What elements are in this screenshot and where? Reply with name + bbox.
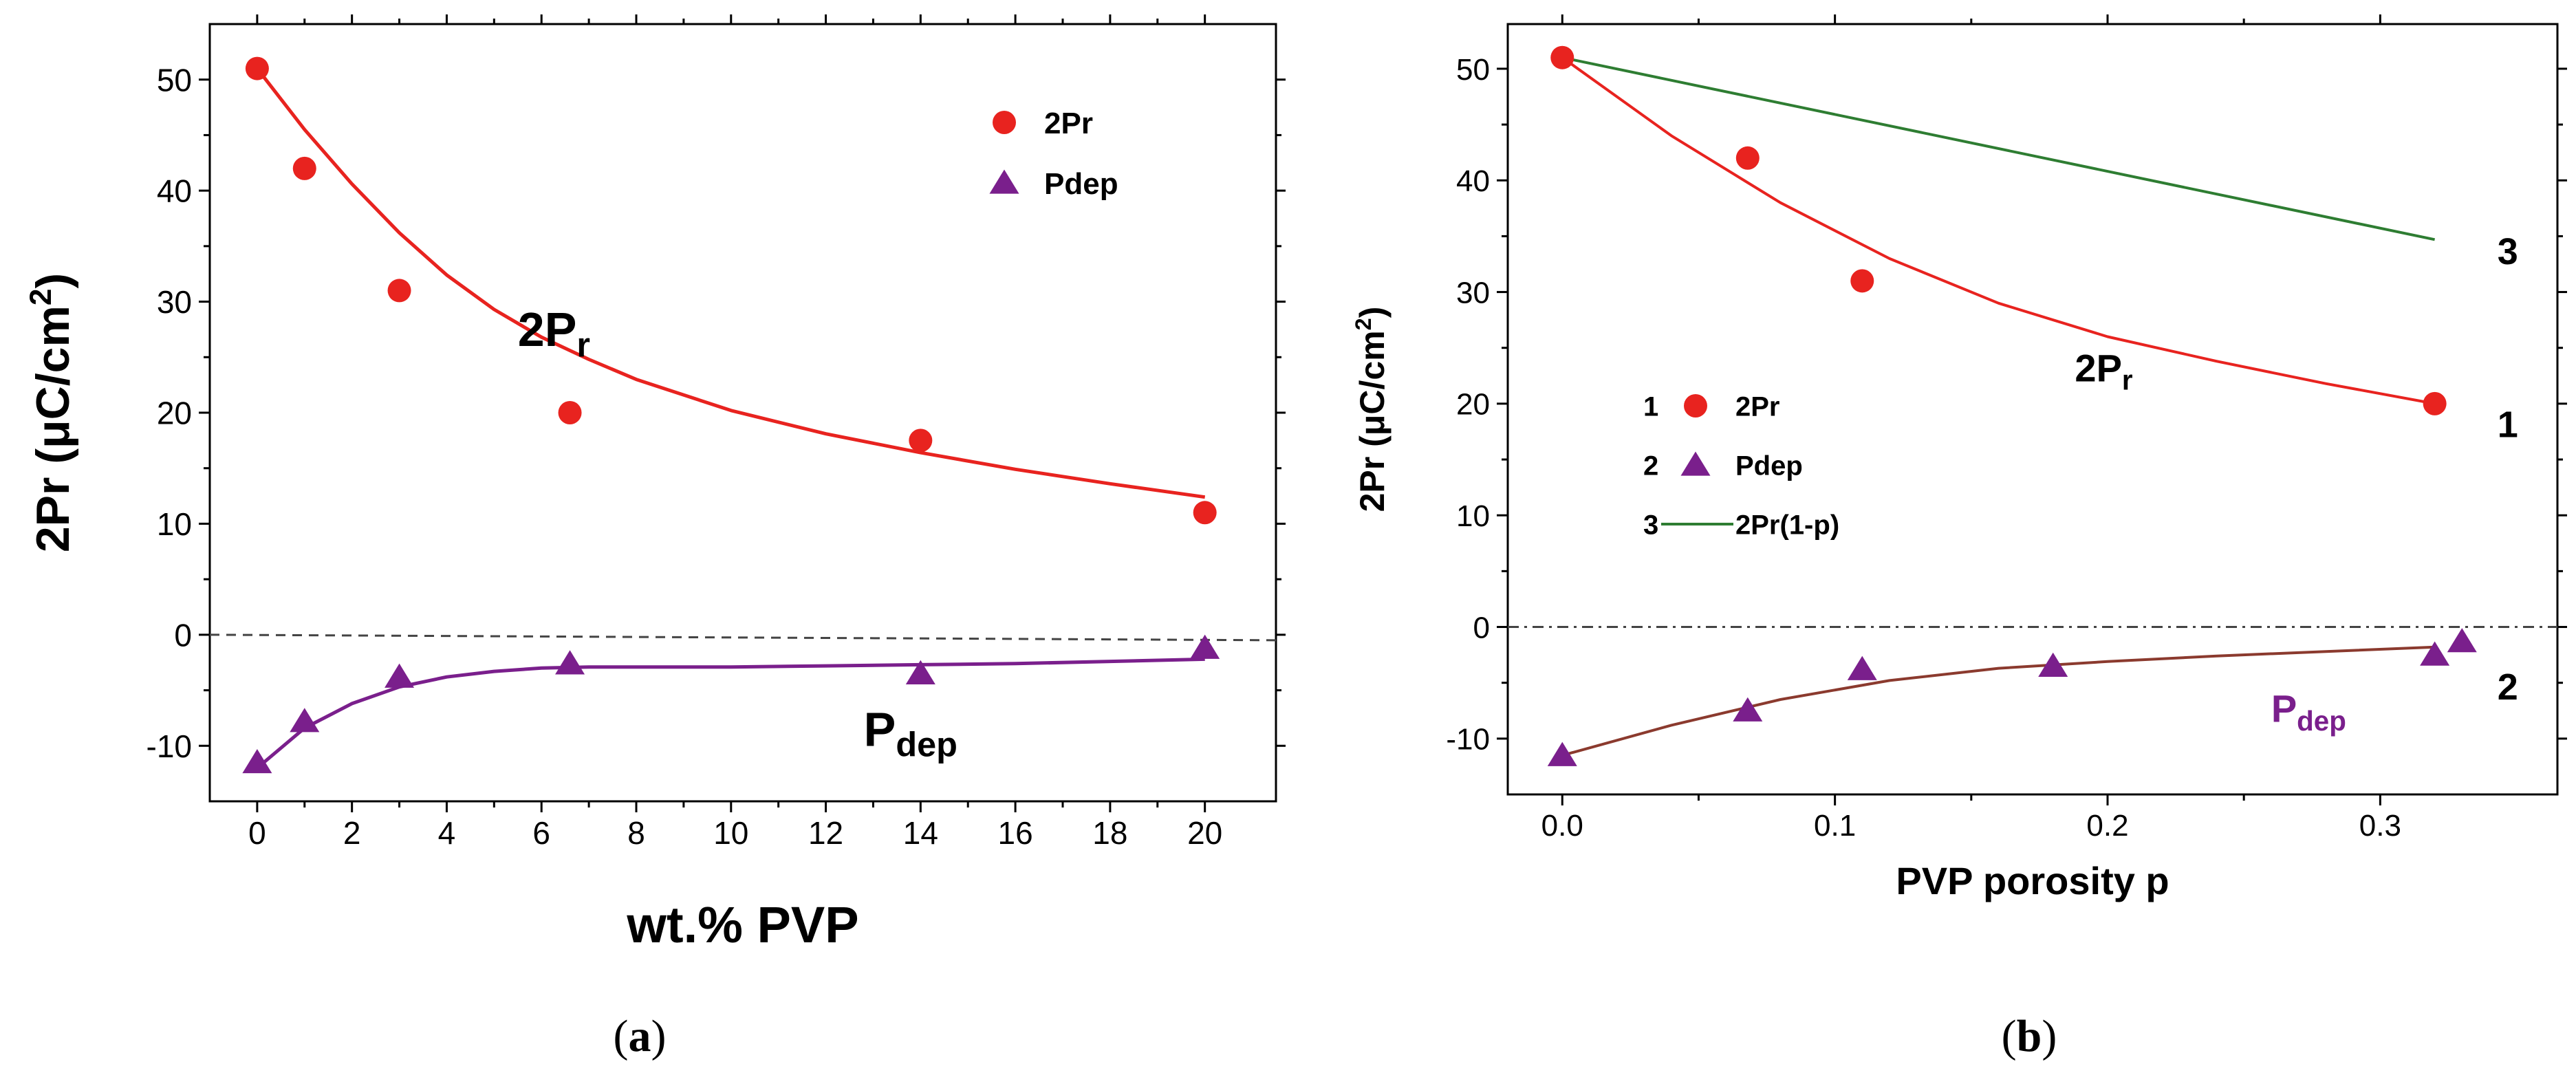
- data-point-2pr: [1193, 501, 1217, 525]
- x-tick-label: 16: [998, 815, 1033, 851]
- fit-line-2pr-1-p-: [1561, 56, 2436, 241]
- data-point-2pr: [292, 156, 316, 180]
- x-tick-label: 12: [808, 815, 843, 851]
- annotation-2: 2: [2498, 666, 2518, 708]
- annotation-3: 3: [2498, 231, 2518, 272]
- x-tick-label: 0.1: [1814, 809, 1856, 843]
- data-point-pdep: [2420, 641, 2450, 666]
- data-point-pdep: [290, 708, 320, 733]
- data-point-2pr: [558, 401, 582, 424]
- legend-label: 2Pr(1-p): [1735, 510, 1839, 540]
- annotation-1: 1: [2498, 404, 2518, 446]
- y-tick-label: 30: [1456, 276, 1490, 310]
- legend-label: 2Pr: [1044, 107, 1093, 140]
- legend-marker-triangle: [1680, 451, 1711, 476]
- data-point-pdep: [905, 660, 935, 684]
- panel-label: (b): [2002, 1011, 2057, 1061]
- x-tick-label: 10: [713, 815, 748, 851]
- plot-frame: [1506, 23, 2559, 796]
- y-tick-label: 50: [157, 62, 192, 98]
- annotation-2pr: 2Pr: [518, 303, 590, 364]
- x-tick-label: 14: [903, 815, 938, 851]
- data-point-2pr: [909, 429, 933, 453]
- legend-number: 1: [1643, 391, 1658, 422]
- y-tick-label: 20: [157, 395, 192, 431]
- data-point-2pr: [1550, 45, 1574, 69]
- y-tick-label: 40: [157, 173, 192, 209]
- x-tick-label: 0: [248, 815, 266, 851]
- fit-line-2pr-fit: [1561, 56, 2435, 405]
- x-tick-label: 0.3: [2359, 809, 2401, 843]
- x-tick-label: 20: [1187, 815, 1222, 851]
- x-tick-label: 6: [532, 815, 550, 851]
- data-point-pdep: [1733, 697, 1763, 722]
- y-tick-label: 10: [1456, 499, 1490, 533]
- y-tick-label: 50: [1456, 53, 1490, 87]
- x-axis-label: wt.% PVP: [626, 896, 858, 953]
- y-tick-label: 20: [1456, 388, 1490, 422]
- data-point-pdep: [1547, 741, 1577, 766]
- legend-number: 2: [1643, 451, 1658, 481]
- data-point-pdep: [2447, 628, 2477, 653]
- y-tick-label: 10: [157, 506, 192, 542]
- legend-number: 3: [1643, 510, 1658, 540]
- data-point-2pr: [1850, 269, 1874, 293]
- data-point-pdep: [1190, 634, 1220, 659]
- fit-line-2pr-fit: [255, 67, 1206, 499]
- y-tick-label: -10: [1446, 723, 1490, 757]
- data-point-2pr: [245, 56, 269, 80]
- legend-marker-circle: [993, 111, 1016, 134]
- x-axis-label: PVP porosity p: [1896, 859, 2169, 902]
- legend-label: 2Pr: [1735, 391, 1780, 422]
- x-tick-label: 2: [343, 815, 361, 851]
- zero-line: [209, 633, 1277, 642]
- data-point-pdep: [385, 663, 415, 688]
- panel-a: 0 2 4 6 8 10 12 14 16 18 20 -10 0 10 20 30 40 50 2Pr Pdep 2P…: [24, 14, 1286, 1061]
- x-tick-label: 0.2: [2086, 809, 2128, 843]
- y-tick-label: 0: [1473, 611, 1490, 644]
- legend-marker-triangle: [989, 169, 1019, 194]
- fit-line-pdep-fit: [256, 657, 1205, 770]
- data-point-2pr: [2423, 391, 2447, 415]
- panel-label: (a): [614, 1011, 667, 1061]
- data-point-pdep: [242, 748, 272, 774]
- y-tick-label: 30: [157, 284, 192, 320]
- legend-label: Pdep: [1044, 167, 1118, 201]
- data-point-2pr: [1735, 146, 1760, 170]
- annotation-pdep: Pdep: [2271, 686, 2346, 736]
- y-axis-label: 2Pr (μC/cm2): [1351, 307, 1392, 512]
- annotation-2pr: 2Pr: [2075, 346, 2133, 395]
- data-point-2pr: [387, 279, 411, 303]
- x-tick-label: 8: [627, 815, 645, 851]
- legend-label: Pdep: [1735, 451, 1803, 481]
- x-tick-label: 18: [1092, 815, 1127, 851]
- legend-marker-circle: [1684, 394, 1707, 418]
- y-tick-label: -10: [147, 728, 192, 764]
- data-point-pdep: [555, 650, 585, 675]
- annotation-pdep: Pdep: [864, 702, 957, 763]
- fit-line-pdep-fit: [1561, 645, 2435, 757]
- x-tick-label: 4: [438, 815, 456, 851]
- data-point-pdep: [1847, 655, 1877, 680]
- x-tick-label: 0.0: [1541, 809, 1583, 843]
- y-tick-label: 40: [1456, 164, 1490, 198]
- y-tick-label: 0: [174, 617, 192, 653]
- y-axis-label: 2Pr (μC/cm2): [24, 273, 79, 552]
- data-point-pdep: [2038, 652, 2068, 677]
